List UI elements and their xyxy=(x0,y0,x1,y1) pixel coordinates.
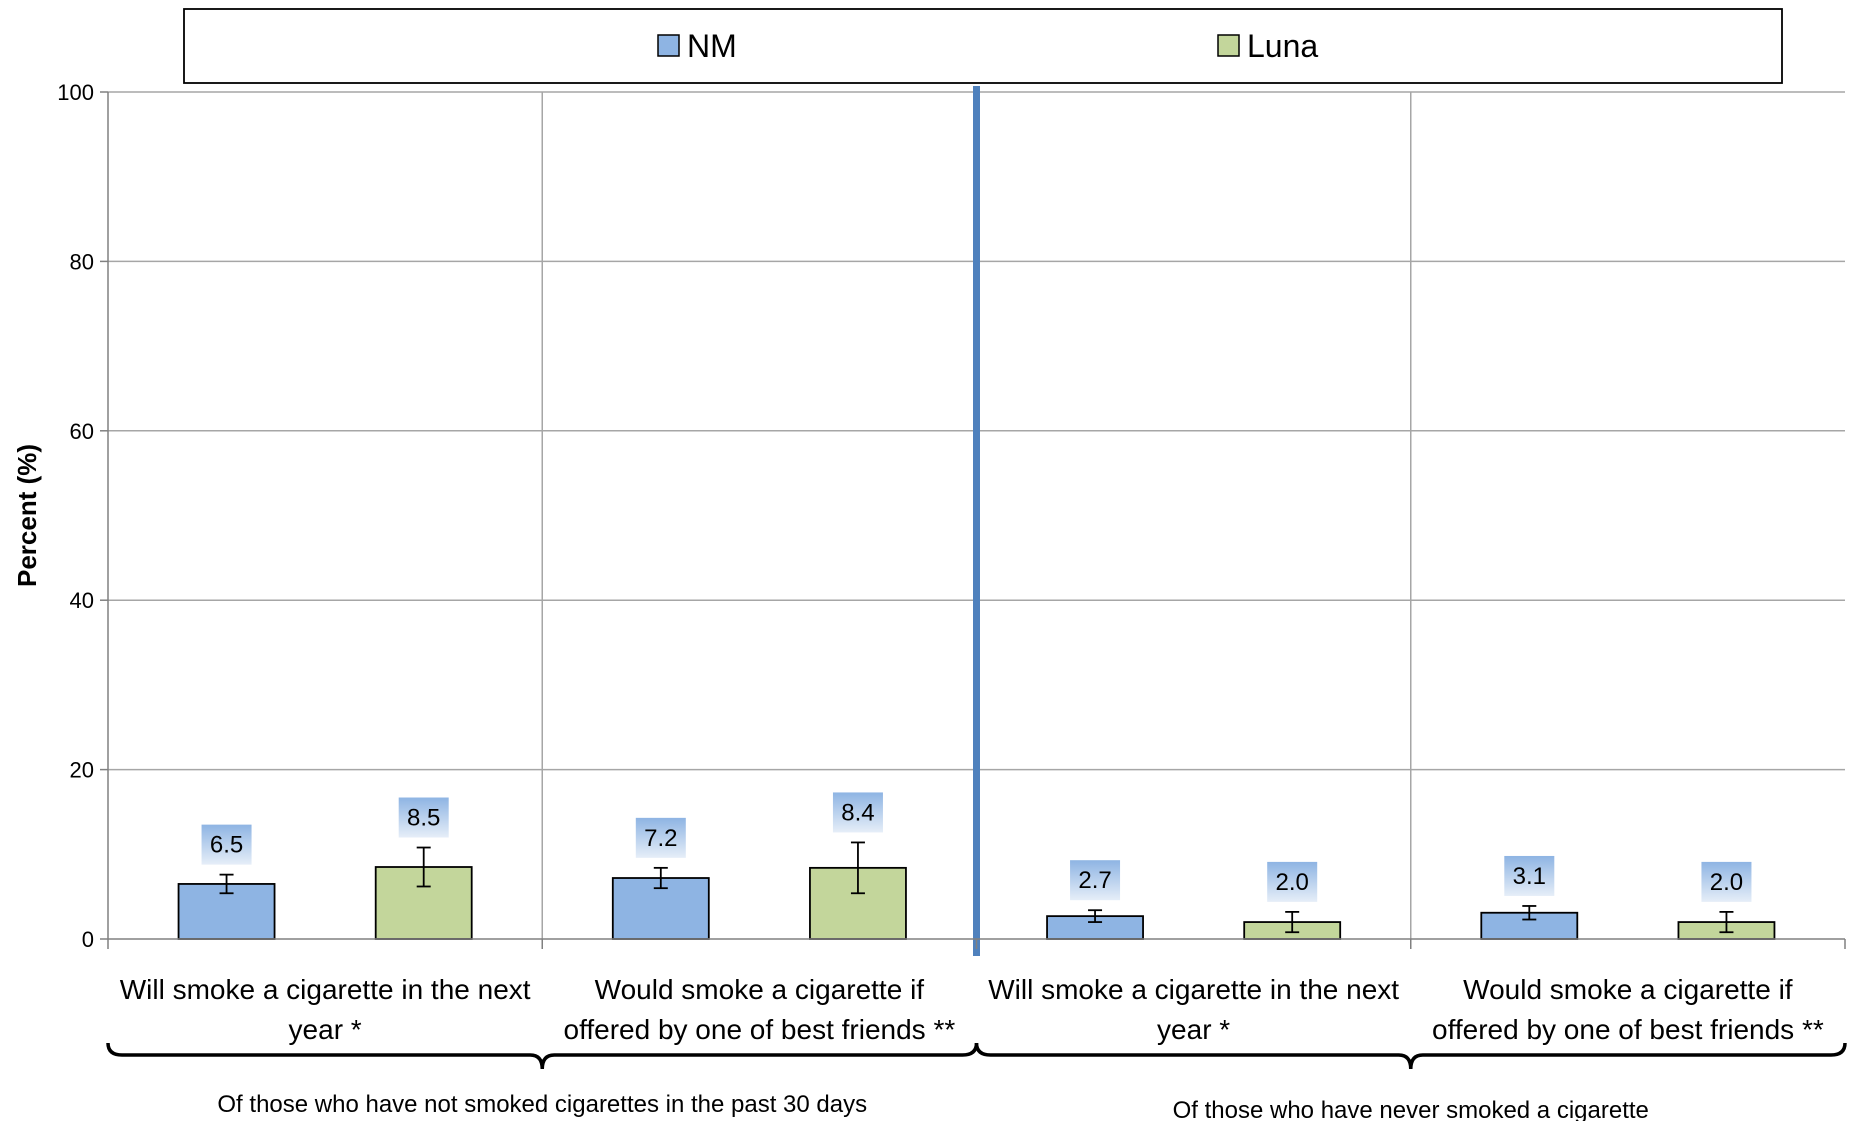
gridlines xyxy=(108,86,1845,956)
data-label-box xyxy=(1701,861,1752,902)
group-bracket xyxy=(106,1042,979,1070)
data-label-box xyxy=(635,817,686,858)
data-label: 8.4 xyxy=(841,799,874,826)
legend-box xyxy=(183,8,1783,84)
group-bracket xyxy=(974,1042,1847,1070)
legend-label-luna: Luna xyxy=(1247,28,1318,64)
data-label: 8.5 xyxy=(407,805,440,832)
category-label: Would smoke a cigarette if xyxy=(595,974,925,1005)
y-tick-label: 60 xyxy=(70,419,94,444)
legend: NM Luna xyxy=(183,8,1783,84)
category-label: offered by one of best friends ** xyxy=(564,1014,956,1045)
category-label: year * xyxy=(1157,1014,1230,1045)
bars: 6.5 8.5 7.2 8.4 2.7 2.0 3.1 2.0 xyxy=(177,792,1776,940)
legend-swatch-luna xyxy=(1217,34,1240,57)
legend-swatch-nm xyxy=(657,34,680,57)
data-label: 3.1 xyxy=(1513,863,1546,890)
data-label: 2.7 xyxy=(1078,867,1111,894)
data-label-box xyxy=(1267,861,1318,902)
data-label-box xyxy=(398,797,449,838)
group-label: Of those who have not smoked cigarettes … xyxy=(217,1091,867,1118)
y-tick-label: 40 xyxy=(70,588,94,613)
category-label: year * xyxy=(289,1014,362,1045)
data-label: 6.5 xyxy=(210,832,243,859)
y-tick-label: 80 xyxy=(70,249,94,274)
category-label: Will smoke a cigarette in the next xyxy=(120,974,531,1005)
legend-label-nm: NM xyxy=(687,28,737,64)
data-label-box xyxy=(832,792,883,833)
category-label: offered by one of best friends ** xyxy=(1432,1014,1824,1045)
data-label-box xyxy=(1070,860,1121,901)
y-tick-label: 20 xyxy=(70,758,94,783)
y-axis-title: Percent (%) xyxy=(12,444,42,587)
data-label: 2.0 xyxy=(1710,869,1743,896)
group-label: Of those who have never smoked a cigaret… xyxy=(1173,1097,1649,1121)
data-label-box xyxy=(1504,855,1555,896)
data-label: 7.2 xyxy=(644,825,677,852)
data-label-box xyxy=(201,824,252,865)
category-label: Would smoke a cigarette if xyxy=(1463,974,1793,1005)
category-label: Will smoke a cigarette in the next xyxy=(988,974,1399,1005)
y-axis: 0 20 40 60 80 100 Percent (%) xyxy=(12,80,109,952)
y-tick-label: 0 xyxy=(82,927,94,952)
x-axis: Will smoke a cigarette in the next year *… xyxy=(106,938,1847,1121)
data-label: 2.0 xyxy=(1276,869,1309,896)
y-tick-label: 100 xyxy=(57,80,94,105)
